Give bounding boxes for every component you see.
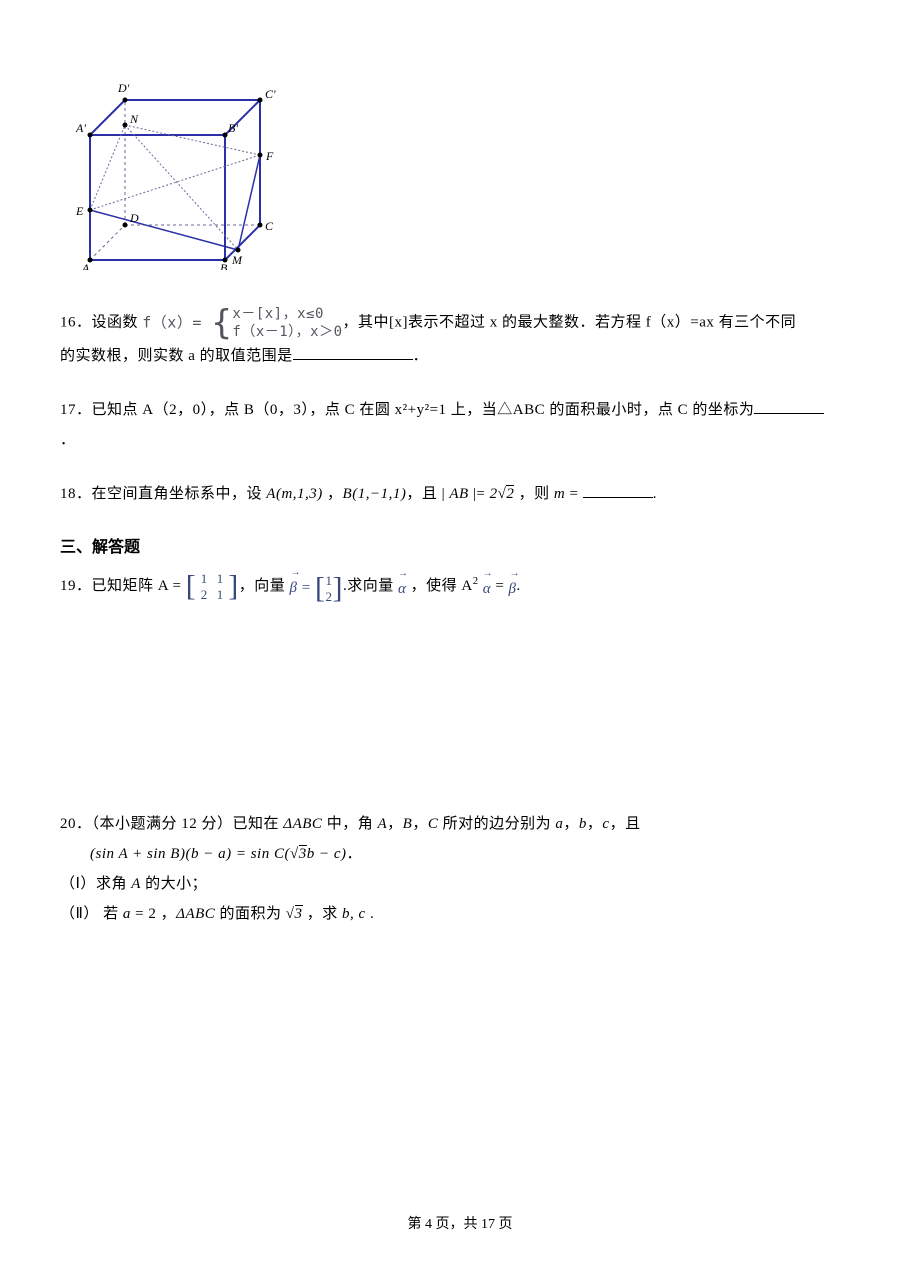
problem-16-t4: ． — [413, 348, 429, 364]
section-3-title: 三、解答题 — [60, 533, 860, 557]
problem-16-t2: ，其中[x]表示不超过 x 的最大整数．若方程 f（x）=ax 有三个不同 — [343, 315, 797, 331]
problem-20-eq: (sin A + sin B)(b − a) = sin C(√3b − c)． — [60, 839, 860, 869]
problem-20-part1: （Ⅰ）求角 A 的大小； — [60, 869, 860, 899]
vector-beta-2: → β — [509, 570, 517, 604]
vector-beta: → β = [ 1 2 ] — [290, 569, 343, 604]
label-Dp: D' — [117, 81, 130, 95]
problem-17-num: 17． — [60, 402, 92, 418]
spacer-1 — [60, 629, 860, 809]
spacer-2 — [60, 953, 860, 1153]
page-footer: 第 4 页，共 17 页 — [0, 1213, 920, 1233]
problem-17-text: 已知点 A（2，0），点 B（0，3），点 C 在圆 x²+y²=1 上，当△A… — [92, 402, 755, 418]
problem-17-t2: ． — [60, 432, 76, 448]
problem-16-t3: 的实数根，则实数 a 的取值范围是 — [60, 348, 293, 364]
problem-18: 18．在空间直角坐标系中，设 A(m,1,3) ，B(1,−1,1)，且 | A… — [60, 479, 860, 509]
label-Bp: B' — [228, 121, 238, 135]
vector-alpha: → α — [398, 570, 406, 604]
problem-20-num: 20． — [60, 816, 92, 832]
problem-19: 19．已知矩阵 A = [ 11 21 ] ，向量 → β = [ 1 2 ] … — [60, 569, 860, 604]
label-M: M — [231, 253, 243, 267]
blank-17 — [754, 398, 824, 414]
problem-17: 17．已知点 A（2，0），点 B（0，3），点 C 在圆 x²+y²=1 上，… — [60, 395, 860, 455]
matrix-A: [ 11 21 ] — [186, 571, 239, 602]
problem-20-part2: （Ⅱ） 若 a = 2 ，ΔABC 的面积为 √3 ，求 b, c . — [60, 899, 860, 929]
label-Ap: A' — [75, 121, 86, 135]
label-B: B — [220, 261, 228, 270]
label-N: N — [129, 112, 139, 126]
problem-16-t1: 设函数 — [92, 315, 139, 331]
label-F: F — [265, 149, 274, 163]
blank-18 — [583, 482, 653, 498]
piecewise-formula: f（x）= { x－[x]，x≤0 f（x－1），x＞0 — [142, 305, 342, 341]
problem-20: 20．（本小题满分 12 分）已知在 ΔABC 中，角 A，B，C 所对的边分别… — [60, 809, 860, 929]
blank-16 — [293, 344, 413, 360]
problem-16: 16．设函数 f（x）= { x－[x]，x≤0 f（x－1），x＞0 ，其中[… — [60, 305, 860, 371]
problem-19-num: 19． — [60, 578, 92, 594]
cube-svg: A B C D A' B' C' D' E F M N — [70, 60, 295, 270]
problem-16-num: 16． — [60, 315, 92, 331]
label-E: E — [75, 204, 84, 218]
label-D: D — [129, 211, 139, 225]
label-C: C — [265, 219, 274, 233]
label-Cp: C' — [265, 87, 276, 101]
label-A: A — [81, 261, 90, 270]
page-container: A B C D A' B' C' D' E F M N 16．设函数 f（x）=… — [0, 0, 920, 1273]
cube-diagram: A B C D A' B' C' D' E F M N — [70, 60, 860, 275]
problem-18-num: 18． — [60, 486, 92, 502]
vector-alpha-2: → α — [483, 570, 491, 604]
